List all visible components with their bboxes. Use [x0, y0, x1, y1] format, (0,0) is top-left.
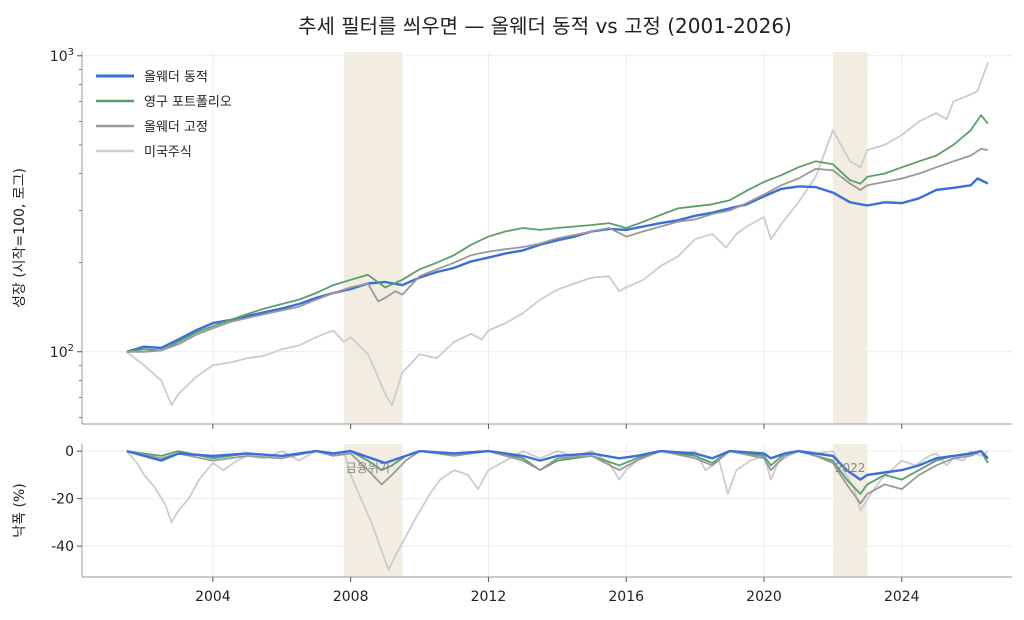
- x-tick-label: 2020: [746, 589, 782, 605]
- shade-band: [832, 52, 868, 424]
- period-label: 2022: [835, 461, 866, 475]
- y-tick-label: 0: [65, 444, 74, 460]
- series-line-fixed: [126, 450, 989, 505]
- shade-band: [343, 52, 403, 424]
- legend-label-fixed: 올웨더 고정: [144, 120, 208, 135]
- y-tick-label: 102: [50, 343, 74, 361]
- y-tick-label: 103: [50, 47, 74, 65]
- x-tick-label: 2012: [471, 589, 507, 605]
- chart-title: 추세 필터를 씌우면 — 올웨더 동적 vs 고정 (2001-2026): [298, 14, 792, 38]
- series-line-dynamic: [126, 177, 989, 353]
- x-tick-label: 2024: [884, 589, 920, 605]
- x-tick-label: 2008: [333, 589, 369, 605]
- series-line-permanent: [126, 114, 989, 353]
- series-line-fixed: [126, 147, 989, 353]
- y-axis-label: 성장 (시작=100, 로그): [12, 168, 28, 308]
- shade-band: [832, 444, 868, 577]
- series-line-dynamic: [126, 449, 989, 481]
- y-tick-label: -40: [51, 539, 74, 555]
- panel-drawdown: 0 -20 -40 낙폭 (%) 2004 2008 2012 2016 2020 2024 금융위…: [12, 444, 1012, 605]
- y-axis-label: 낙폭 (%): [12, 483, 28, 537]
- period-label: 금융위기: [346, 461, 390, 475]
- x-tick-label: 2016: [608, 589, 644, 605]
- series-line-us: [126, 62, 989, 407]
- x-tick-label: 2004: [195, 589, 231, 605]
- shade-band: [343, 444, 403, 577]
- legend-label-us: 미국주식: [144, 145, 192, 160]
- legend-label-permanent: 영구 포트폴리오: [144, 95, 232, 110]
- legend-label-dynamic: 올웨더 동적: [144, 70, 208, 85]
- y-tick-label: -20: [51, 492, 74, 508]
